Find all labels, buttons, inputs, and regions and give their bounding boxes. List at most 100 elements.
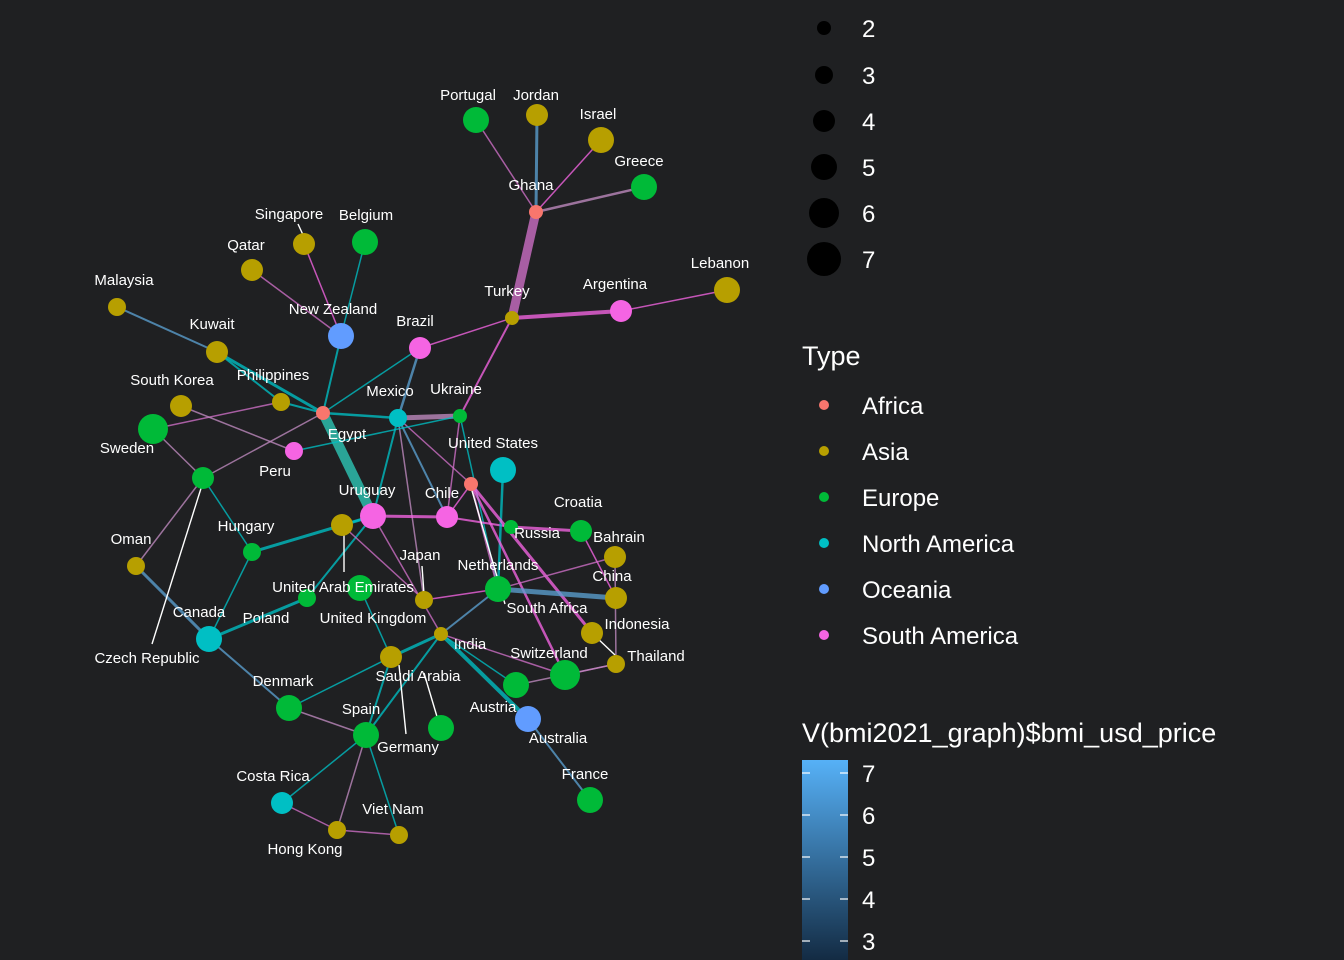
node-thailand[interactable] xyxy=(607,655,625,673)
graph-nodes xyxy=(108,104,740,844)
size-legend-label: 6 xyxy=(862,201,875,228)
colorbar-title: V(bmi2021_graph)$bmi_usd_price xyxy=(802,718,1216,748)
node-spain[interactable] xyxy=(353,722,379,748)
edge-netherlands-bahrain xyxy=(497,556,616,590)
node-united-arab-emirates[interactable] xyxy=(331,514,353,536)
node-united-kingdom[interactable] xyxy=(347,575,373,601)
node-label-ukraine: Ukraine xyxy=(430,381,482,398)
node-label-indonesia: Indonesia xyxy=(604,616,670,633)
node-russia[interactable] xyxy=(504,520,518,534)
edge-turkey-argentina xyxy=(510,309,623,320)
node-new-zealand[interactable] xyxy=(328,323,354,349)
node-label-spain: Spain xyxy=(342,701,380,718)
node-czech-republic[interactable] xyxy=(192,467,214,489)
node-ghana[interactable] xyxy=(529,205,543,219)
node-greece[interactable] xyxy=(631,174,657,200)
type-legend-key-asia xyxy=(819,446,829,456)
node-belgium[interactable] xyxy=(352,229,378,255)
colorbar-tick-label: 7 xyxy=(862,761,875,788)
node-costa-rica[interactable] xyxy=(271,792,293,814)
edge-mexico-ukraine xyxy=(395,413,463,421)
node-label-portugal: Portugal xyxy=(440,87,496,104)
node-label-kuwait: Kuwait xyxy=(189,316,235,333)
node-label-viet-nam: Viet Nam xyxy=(362,801,423,818)
node-singapore[interactable] xyxy=(293,233,315,255)
node-south-africa[interactable] xyxy=(464,477,478,491)
node-label-malaysia: Malaysia xyxy=(94,272,154,289)
node-japan[interactable] xyxy=(415,591,433,609)
edge-canada-denmark xyxy=(208,638,290,709)
node-austria[interactable] xyxy=(503,672,529,698)
node-chile[interactable] xyxy=(436,506,458,528)
edge-argentina-lebanon xyxy=(620,289,728,312)
node-label-greece: Greece xyxy=(614,153,663,170)
type-legend: Type Africa Asia Europe North America Oceani… xyxy=(802,341,1019,650)
node-croatia[interactable] xyxy=(570,520,592,542)
edge-saudi-arabia-denmark xyxy=(288,656,392,709)
node-label-hong-kong: Hong Kong xyxy=(267,841,342,858)
node-jordan[interactable] xyxy=(526,104,548,126)
node-china[interactable] xyxy=(605,587,627,609)
edge-south-africa-switzerland xyxy=(469,482,567,677)
node-lebanon[interactable] xyxy=(714,277,740,303)
edge-israel-ghana xyxy=(535,139,602,213)
node-poland[interactable] xyxy=(298,589,316,607)
node-denmark[interactable] xyxy=(276,695,302,721)
node-saudi-arabia[interactable] xyxy=(380,646,402,668)
node-peru[interactable] xyxy=(285,442,303,460)
node-malaysia[interactable] xyxy=(108,298,126,316)
node-france[interactable] xyxy=(577,787,603,813)
node-egypt[interactable] xyxy=(316,406,330,420)
node-brazil[interactable] xyxy=(409,337,431,359)
node-netherlands[interactable] xyxy=(485,576,511,602)
node-kuwait[interactable] xyxy=(206,341,228,363)
node-united-states[interactable] xyxy=(490,457,516,483)
edge-mexico-japan xyxy=(397,417,425,601)
node-philippines[interactable] xyxy=(272,393,290,411)
size-legend-key xyxy=(811,154,837,180)
node-viet-nam[interactable] xyxy=(390,826,408,844)
colorbar-tick-label: 5 xyxy=(862,845,875,872)
node-canada[interactable] xyxy=(196,626,222,652)
node-label-egypt: Egypt xyxy=(328,426,367,443)
node-oman[interactable] xyxy=(127,557,145,575)
type-legend-label-asia: Asia xyxy=(862,439,909,466)
edge-ukraine-chile xyxy=(446,415,461,518)
node-label-united-states: United States xyxy=(448,435,538,452)
node-uruguay[interactable] xyxy=(360,503,386,529)
node-india[interactable] xyxy=(434,627,448,641)
node-portugal[interactable] xyxy=(463,107,489,133)
node-switzerland[interactable] xyxy=(550,660,580,690)
node-hungary[interactable] xyxy=(243,543,261,561)
node-australia[interactable] xyxy=(515,706,541,732)
edge-denmark-spain xyxy=(288,707,367,736)
type-legend-key-south-america xyxy=(819,630,829,640)
node-turkey[interactable] xyxy=(505,311,519,325)
node-sweden[interactable] xyxy=(138,414,168,444)
edge-south-africa-indonesia xyxy=(469,482,594,635)
type-legend-key-europe xyxy=(819,492,829,502)
node-hong-kong[interactable] xyxy=(328,821,346,839)
node-label-japan: Japan xyxy=(400,547,441,564)
node-ukraine[interactable] xyxy=(453,409,467,423)
label-leader-line xyxy=(398,664,407,735)
node-bahrain[interactable] xyxy=(604,546,626,568)
node-label-russia: Russia xyxy=(514,525,561,542)
node-qatar[interactable] xyxy=(241,259,263,281)
node-mexico[interactable] xyxy=(389,409,407,427)
edge-mexico-egypt xyxy=(321,411,400,420)
edge-malaysia-kuwait xyxy=(116,306,218,353)
edge-canada-poland xyxy=(207,596,309,641)
size-legend-label: 7 xyxy=(862,247,875,274)
node-label-united-kingdom: United Kingdom xyxy=(320,610,427,627)
node-israel[interactable] xyxy=(588,127,614,153)
edge-kuwait-philippines xyxy=(216,351,282,403)
node-argentina[interactable] xyxy=(610,300,632,322)
edge-india-spain xyxy=(365,633,442,736)
node-germany[interactable] xyxy=(428,715,454,741)
label-leader-line xyxy=(423,672,439,721)
node-indonesia[interactable] xyxy=(581,622,603,644)
node-south-korea[interactable] xyxy=(170,395,192,417)
edge-united-states-netherlands xyxy=(496,468,505,591)
